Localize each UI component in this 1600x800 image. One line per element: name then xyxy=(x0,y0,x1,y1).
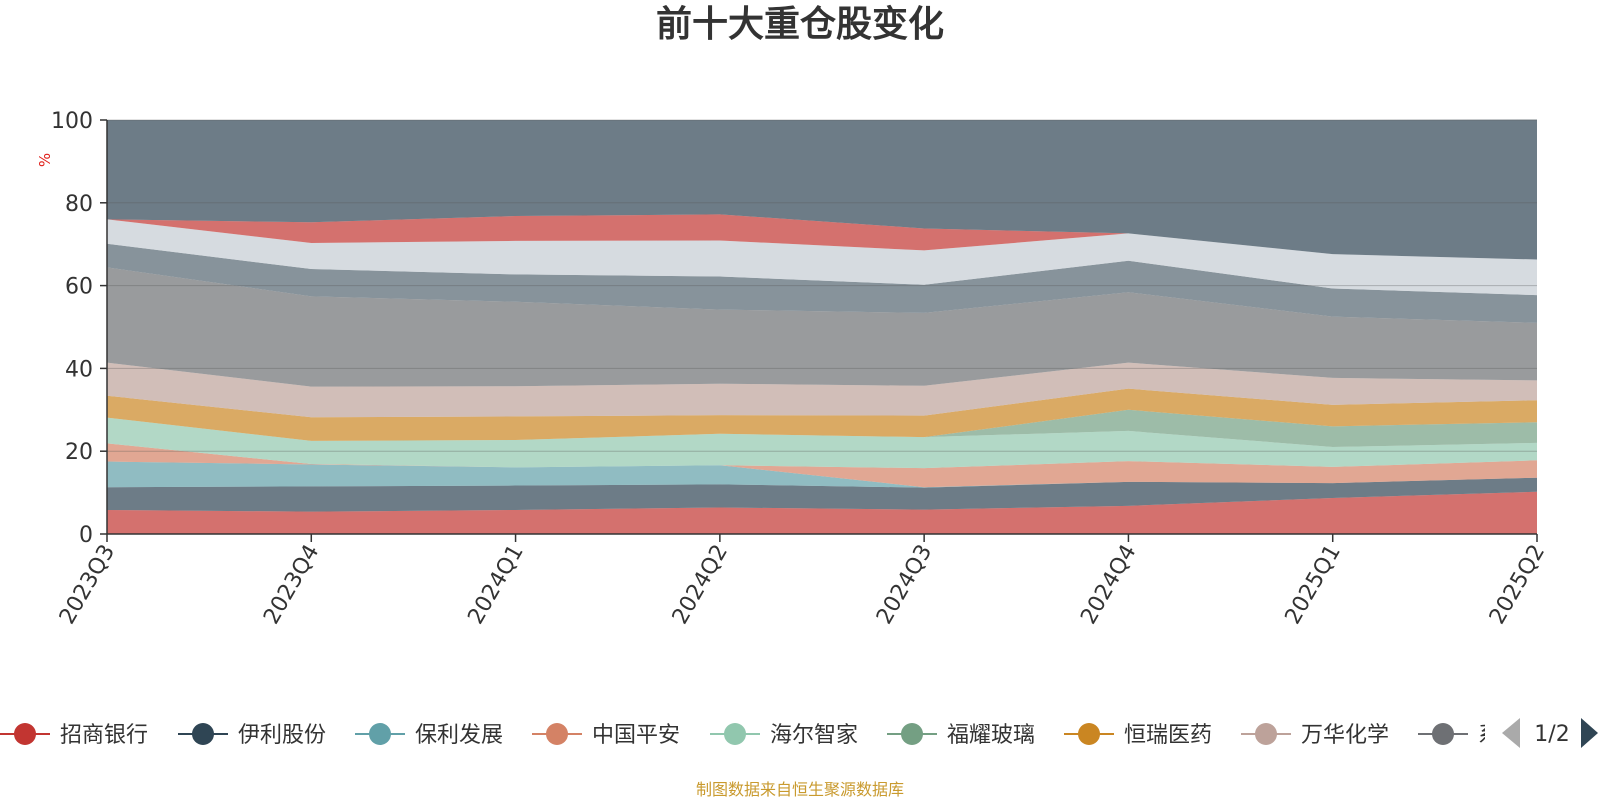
y-tick-label: 20 xyxy=(65,440,93,465)
y-tick-label: 0 xyxy=(79,523,93,548)
chart-title: 前十大重仓股变化 xyxy=(656,3,944,45)
legend-item[interactable]: 福耀玻璃 xyxy=(887,723,1035,748)
y-tick-label: 80 xyxy=(65,192,93,217)
area-series-6 xyxy=(107,409,1537,448)
legend-marker-icon xyxy=(546,723,568,745)
y-axis-unit: % xyxy=(36,153,54,167)
area-series-12 xyxy=(107,214,1537,260)
legend-item[interactable]: 保利发展 xyxy=(355,723,503,748)
area-series-2 xyxy=(107,477,1537,512)
x-tick-label: 2023Q3 xyxy=(55,541,120,629)
legend-item[interactable]: 中国平安 xyxy=(532,723,680,748)
source-note: 制图数据来自恒生聚源数据库 xyxy=(696,780,904,799)
legend-item[interactable]: 系列9 xyxy=(1418,723,1536,748)
prev-page-icon[interactable] xyxy=(1502,718,1520,748)
next-page-icon[interactable] xyxy=(1581,718,1598,748)
x-tick-label: 2025Q2 xyxy=(1485,541,1550,629)
area-series-10 xyxy=(107,243,1537,323)
x-tick-label: 2024Q2 xyxy=(668,541,733,629)
legend-item[interactable]: 万华化学 xyxy=(1241,723,1389,748)
legend-label: 海尔智家 xyxy=(770,723,858,748)
legend-label: 万华化学 xyxy=(1301,723,1389,748)
area-series-9 xyxy=(107,267,1537,387)
legend-marker-icon xyxy=(192,723,214,745)
y-tick-label: 60 xyxy=(65,275,93,300)
area-series-3 xyxy=(107,461,1537,488)
legend-marker-icon xyxy=(369,723,391,745)
y-tick-label: 40 xyxy=(65,357,93,382)
legend-item[interactable]: 招商银行 xyxy=(0,723,148,748)
x-tick-label: 2024Q1 xyxy=(463,541,528,629)
legend-label: 系列9 xyxy=(1478,723,1536,748)
legend-marker-icon xyxy=(901,723,923,745)
area-series-5 xyxy=(107,417,1537,469)
x-tick-label: 2025Q1 xyxy=(1281,541,1346,629)
area-series-1 xyxy=(107,491,1537,534)
legend-label: 伊利股份 xyxy=(238,723,326,748)
legend-items: 招商银行 伊利股份 保利发展 中国平安 海尔智家 福耀玻璃 恒瑞医药 万华化学 系列9 xyxy=(0,723,1536,748)
legend-marker-icon xyxy=(14,723,36,745)
y-tick-label: 100 xyxy=(51,109,93,134)
legend-marker-icon xyxy=(724,723,746,745)
area-series-11 xyxy=(107,219,1537,296)
x-tick-label: 2023Q4 xyxy=(259,541,324,629)
legend-label: 中国平安 xyxy=(592,723,680,748)
x-tick-label: 2024Q4 xyxy=(1076,541,1141,629)
area-series-8 xyxy=(107,362,1537,418)
legend-item[interactable]: 恒瑞医药 xyxy=(1064,723,1212,748)
legend-label: 恒瑞医药 xyxy=(1124,723,1212,748)
legend-label: 福耀玻璃 xyxy=(947,723,1035,748)
area-series-13 xyxy=(107,119,1537,260)
legend-marker-icon xyxy=(1432,723,1454,745)
legend-item[interactable]: 伊利股份 xyxy=(178,723,326,748)
legend-marker-icon xyxy=(1078,723,1100,745)
legend-pager: 1/2 xyxy=(1502,718,1598,748)
legend-page-indicator: 1/2 xyxy=(1534,722,1569,747)
legend-label: 招商银行 xyxy=(60,723,148,748)
area-series-7 xyxy=(107,388,1537,441)
legend-label: 保利发展 xyxy=(415,723,503,748)
legend-item[interactable]: 海尔智家 xyxy=(710,723,858,748)
x-tick-label: 2024Q3 xyxy=(872,541,937,629)
legend: 招商银行 伊利股份 保利发展 中国平安 海尔智家 福耀玻璃 恒瑞医药 万华化学 系列9 xyxy=(0,723,1536,748)
area-series-4 xyxy=(107,443,1537,488)
legend-marker-icon xyxy=(1255,723,1277,745)
stacked-areas xyxy=(107,119,1537,534)
